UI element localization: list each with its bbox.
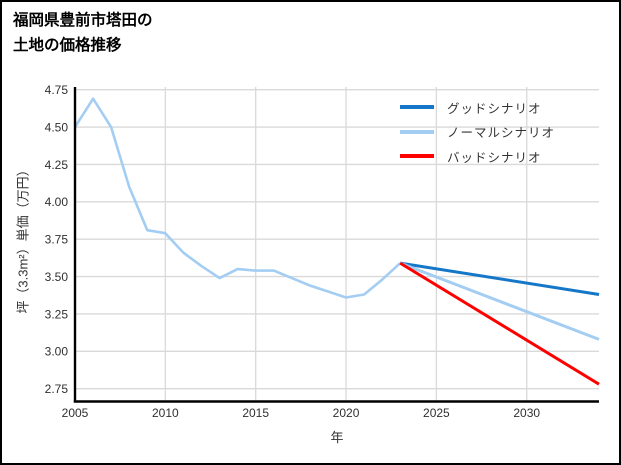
legend-line-good-scenario xyxy=(400,105,434,110)
y-axis-label: 坪（3.3m²）単価（万円） xyxy=(15,163,31,314)
series-line-bad-scenario xyxy=(399,261,600,386)
chart-title-line2: 土地の価格推移 xyxy=(13,37,122,54)
gridlines xyxy=(74,87,599,402)
x-axis-label: 年 xyxy=(330,430,344,445)
x-tick-label: 2005 xyxy=(62,406,89,420)
tick-labels: 2.75 3.00 3.25 3.50 3.75 4.00 4.25 4.50 4.75 2005… xyxy=(45,83,541,420)
series-line-historical xyxy=(73,97,402,299)
legend-item-normal-scenario: ノーマルシナリオ xyxy=(400,120,555,145)
x-tick-label: 2010 xyxy=(152,406,179,420)
y-tick-label: 4.00 xyxy=(45,195,69,209)
legend-label-bad-scenario: バッドシナリオ xyxy=(447,150,542,165)
x-tick-label: 2020 xyxy=(333,406,360,420)
x-tick-label: 2015 xyxy=(242,406,269,420)
legend-item-bad-scenario: バッドシナリオ xyxy=(400,144,555,169)
legend: グッドシナリオ ノーマルシナリオ バッドシナリオ xyxy=(400,95,555,169)
x-tick-label: 2025 xyxy=(423,406,450,420)
y-tick-label: 3.50 xyxy=(45,270,69,284)
y-tick-label: 4.50 xyxy=(45,120,69,134)
series-lines xyxy=(73,97,600,386)
chart-title: 福岡県豊前市塔田の 土地の価格推移 xyxy=(13,8,153,58)
series-line-normal-scenario xyxy=(399,261,600,341)
legend-item-good-scenario: グッドシナリオ xyxy=(400,95,555,120)
y-tick-label: 4.25 xyxy=(45,158,69,172)
y-tick-label: 4.75 xyxy=(45,83,69,97)
axes-spines xyxy=(73,87,599,403)
legend-label-normal-scenario: ノーマルシナリオ xyxy=(447,126,556,141)
legend-line-bad-scenario xyxy=(400,154,434,159)
y-tick-label: 3.00 xyxy=(45,345,69,359)
series-line-good-scenario xyxy=(399,261,600,296)
y-tick-label: 3.25 xyxy=(45,307,69,321)
y-tick-label: 3.75 xyxy=(45,233,69,247)
x-tick-label: 2030 xyxy=(513,406,540,420)
y-tick-label: 2.75 xyxy=(45,382,69,396)
legend-label-good-scenario: グッドシナリオ xyxy=(447,101,542,116)
chart-title-line1: 福岡県豊前市塔田の xyxy=(13,12,153,29)
legend-line-normal-scenario xyxy=(400,129,434,134)
